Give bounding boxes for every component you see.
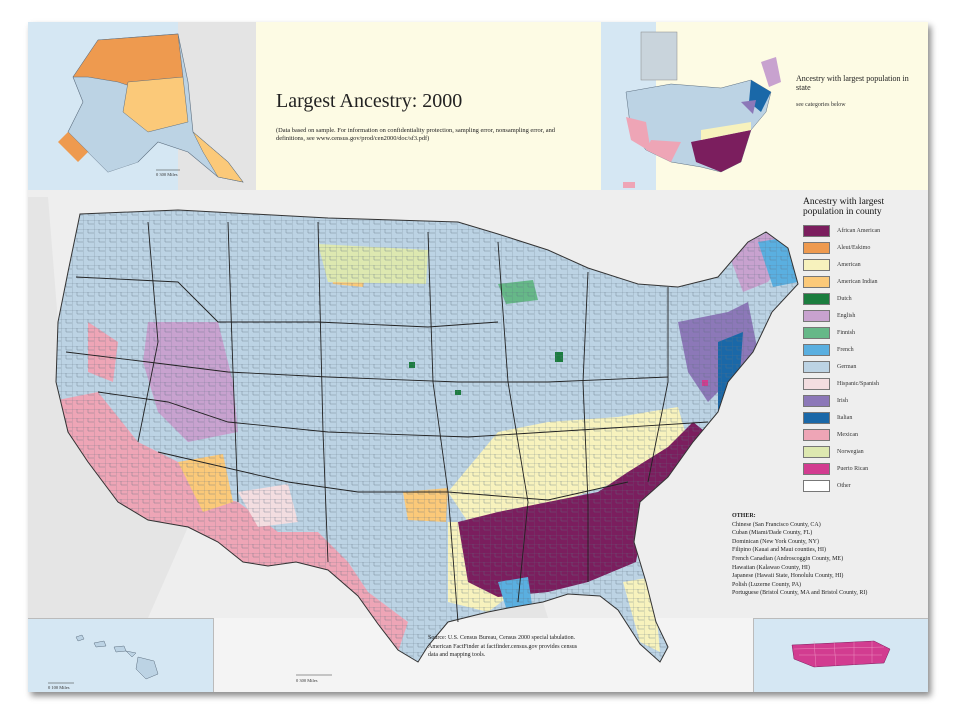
legend-swatch	[803, 462, 830, 475]
other-item: Japanese (Hawaii State, Honolulu County,…	[732, 573, 844, 580]
legend-item: Mexican	[803, 426, 925, 443]
legend-label: Dutch	[837, 295, 852, 302]
legend-label: Puerto Rican	[837, 465, 869, 472]
state-inset-map	[601, 22, 781, 190]
legend-label: Mexican	[837, 431, 858, 438]
legend-label: Hispanic/Spanish	[837, 380, 879, 387]
legend-label: Italian	[837, 414, 853, 421]
legend-swatch	[803, 411, 830, 424]
legend-swatch	[803, 224, 830, 237]
legend-swatch	[803, 343, 830, 356]
legend-swatch	[803, 292, 830, 305]
title-panel: Largest Ancestry: 2000 (Data based on sa…	[256, 22, 601, 190]
legend-swatch	[803, 428, 830, 441]
legend-label: English	[837, 312, 856, 319]
state-inset: Ancestry with largest population in stat…	[601, 22, 928, 190]
legend-label: Other	[837, 482, 851, 489]
legend-item: Italian	[803, 409, 925, 426]
legend-item: African American	[803, 222, 925, 239]
other-item: French Canadian (Androscoggin County, ME…	[732, 555, 844, 562]
legend-label: Irish	[837, 397, 848, 404]
puerto-rico-map	[791, 640, 891, 668]
other-item: Cuban (Miami/Dade County, FL)	[732, 530, 813, 537]
legend-item: Norwegian	[803, 443, 925, 460]
puerto-rico-inset	[753, 618, 928, 692]
legend-label: Aleut/Eskimo	[837, 244, 871, 251]
legend-swatch	[803, 241, 830, 254]
source-note: Source: U.S. Census Bureau, Census 2000 …	[428, 635, 578, 659]
legend-swatch	[803, 326, 830, 339]
legend-label: French	[837, 346, 854, 353]
other-item: Polish (Luzerne County, PA)	[732, 581, 802, 588]
legend-item: Dutch	[803, 290, 925, 307]
alaska-scale: 0 300 Miles	[156, 172, 178, 177]
other-title: OTHER:	[732, 513, 756, 519]
other-item: Portuguese (Bristol County, MA and Brist…	[732, 590, 868, 597]
hawaii-scale: 0 100 Miles	[48, 685, 70, 690]
legend-item: Finnish	[803, 324, 925, 341]
other-item: Filipino (Kauai and Maui counties, HI)	[732, 547, 826, 554]
legend-title: Ancestry with largest population in coun…	[803, 197, 885, 217]
state-boundaries	[65, 221, 709, 623]
legend-item: Puerto Rican	[803, 460, 925, 477]
alaska-map	[58, 22, 256, 190]
legend-item: Irish	[803, 392, 925, 409]
other-item: Dominican (New York County, NY)	[732, 538, 819, 545]
legend-label: German	[837, 363, 857, 370]
legend-swatch	[803, 377, 830, 390]
legend-label: Norwegian	[837, 448, 864, 455]
legend-label: American	[837, 261, 861, 268]
county-fill-layer	[56, 210, 798, 662]
legend-item: German	[803, 358, 925, 375]
other-item: Chinese (San Francisco County, CA)	[732, 521, 821, 528]
legend-swatch	[803, 309, 830, 322]
legend-item: American	[803, 256, 925, 273]
legend-item: Hispanic/Spanish	[803, 375, 925, 392]
state-inset-subtitle: see categories below	[796, 102, 846, 108]
legend: Ancestry with largest population in coun…	[803, 197, 925, 494]
legend-swatch	[803, 275, 830, 288]
legend-swatch	[803, 258, 830, 271]
state-inset-title: Ancestry with largest population in stat…	[796, 74, 909, 92]
hawaii-map	[48, 634, 159, 684]
legend-label: American Indian	[837, 278, 878, 285]
other-ancestries: OTHER: Chinese (San Francisco County, CA…	[732, 512, 928, 598]
legend-item: Other	[803, 477, 925, 494]
conterminous-us-map	[28, 190, 928, 663]
pacific-ocean	[28, 197, 188, 618]
legend-item: Aleut/Eskimo	[803, 239, 925, 256]
alaska-inset: 0 300 Miles	[28, 22, 256, 190]
main-scale-bar	[296, 674, 332, 676]
legend-swatch	[803, 479, 830, 492]
map-sheet: 0 300 Miles Largest Ancestry: 2000 (Data…	[28, 22, 928, 692]
data-note: (Data based on sample. For information o…	[276, 127, 556, 142]
legend-swatch	[803, 394, 830, 407]
hawaii-inset: 0 100 Miles	[28, 618, 214, 692]
legend-item: French	[803, 341, 925, 358]
legend-swatch	[803, 445, 830, 458]
legend-item: English	[803, 307, 925, 324]
main-scale: 0 300 Miles	[296, 678, 318, 683]
page-title: Largest Ancestry: 2000	[276, 90, 463, 112]
other-item: Hawaiian (Kalawao County, HI)	[732, 564, 810, 571]
legend-swatch	[803, 360, 830, 373]
legend-label: Finnish	[837, 329, 856, 336]
legend-item: American Indian	[803, 273, 925, 290]
legend-label: African American	[837, 227, 881, 234]
us-outline	[55, 209, 799, 663]
